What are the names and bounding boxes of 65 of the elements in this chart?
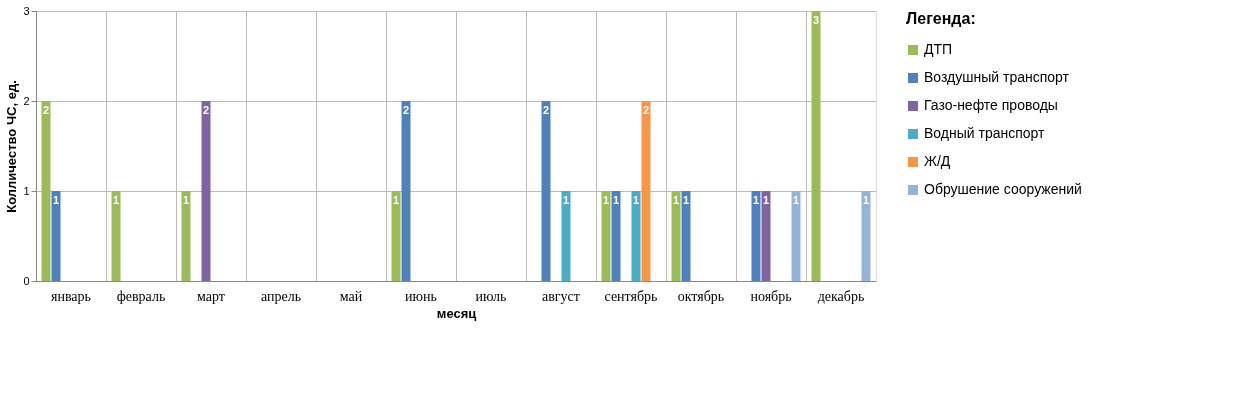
bar [41, 101, 51, 281]
legend-label: Ж/Д [924, 153, 951, 169]
data-label: 1 [792, 194, 800, 206]
legend-label: Обрушение сооружений [924, 181, 1082, 197]
legend-title: Легенда: [906, 10, 976, 27]
x-tick-label: март [197, 288, 225, 304]
bar [561, 191, 571, 281]
bar [181, 191, 191, 281]
bar [611, 191, 621, 281]
data-label: 1 [682, 194, 690, 206]
data-label: 2 [402, 104, 410, 116]
legend-label: ДТП [924, 41, 953, 57]
x-tick-label: февраль [116, 288, 166, 304]
bar [201, 101, 211, 281]
legend-label: Газо-нефте проводы [924, 97, 1058, 113]
x-tick-label: май [339, 288, 363, 304]
bar [391, 191, 401, 281]
x-tick-label: август [542, 288, 580, 304]
data-label: 1 [632, 194, 640, 206]
data-label: 2 [642, 104, 650, 116]
data-label: 1 [52, 194, 60, 206]
data-label: 1 [392, 194, 400, 206]
x-tick-label: сентябрь [604, 288, 658, 304]
legend-label: Водный транспорт [924, 125, 1046, 141]
data-label: 1 [862, 194, 870, 206]
y-tick-label: 3 [23, 4, 30, 17]
y-tick-label: 2 [23, 94, 30, 107]
bar [761, 191, 771, 281]
legend-label: Воздушный транспорт [924, 69, 1070, 85]
data-label: 1 [752, 194, 760, 206]
y-tick-label: 0 [23, 274, 30, 287]
bar [111, 191, 121, 281]
x-tick-label: июнь [405, 288, 437, 304]
bar [861, 191, 871, 281]
data-label: 1 [762, 194, 770, 206]
x-tick-label: октябрь [677, 288, 725, 304]
y-axis-title: Колличество ЧС, ед. [4, 80, 20, 213]
bar [811, 11, 821, 281]
data-label: 2 [42, 104, 50, 116]
data-label: 1 [602, 194, 610, 206]
bar [631, 191, 641, 281]
x-tick-label: июль [475, 288, 507, 304]
x-axis-title: месяц [436, 305, 477, 321]
bar [751, 191, 761, 281]
data-label: 1 [562, 194, 570, 206]
bar [681, 191, 691, 281]
data-label: 1 [112, 194, 120, 206]
x-tick-label: ноябрь [750, 288, 792, 304]
bar [401, 101, 411, 281]
bar [51, 191, 61, 281]
bar [791, 191, 801, 281]
data-label: 1 [672, 194, 680, 206]
bar [541, 101, 551, 281]
bar [671, 191, 681, 281]
data-label: 2 [202, 104, 210, 116]
bar [641, 101, 651, 281]
data-label: 3 [812, 14, 820, 26]
data-label: 1 [182, 194, 190, 206]
data-label: 1 [612, 194, 620, 206]
x-tick-label: апрель [260, 288, 302, 304]
bar [601, 191, 611, 281]
y-tick-label: 1 [23, 184, 30, 197]
x-tick-label: декабрь [817, 288, 865, 304]
x-tick-label: январь [51, 288, 91, 304]
data-label: 2 [542, 104, 550, 116]
